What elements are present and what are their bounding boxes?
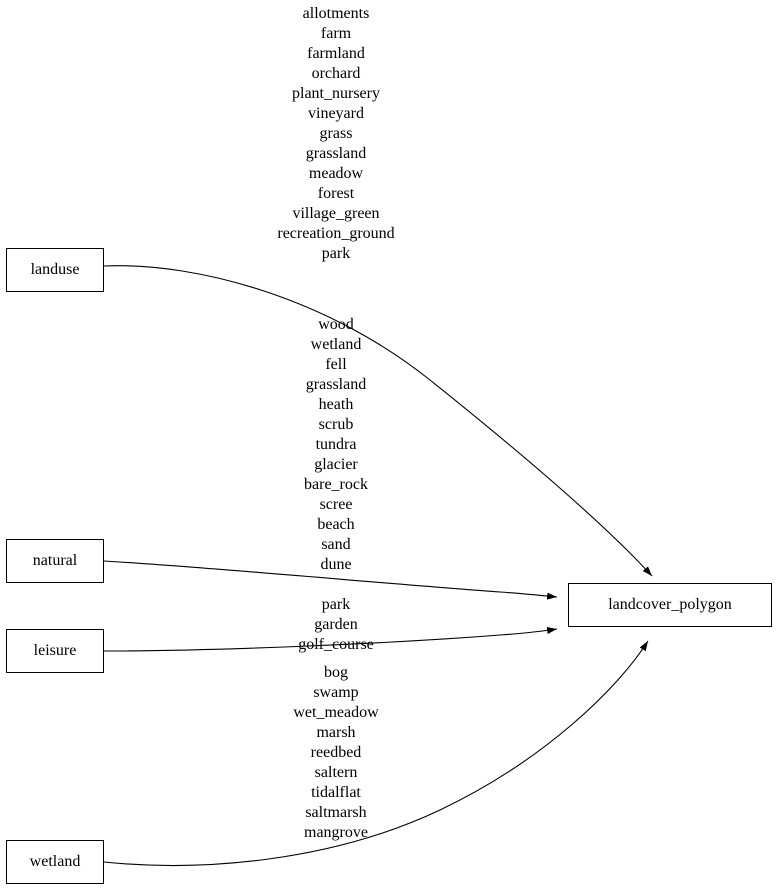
tag-value: farmland <box>307 45 365 62</box>
tag-value: sand <box>321 536 351 553</box>
edge-label-landuse: allotments farm farmland orchard plant_nurse… <box>277 4 394 264</box>
tag-value: orchard <box>311 65 361 82</box>
tag-value: village_green <box>292 205 380 222</box>
tag-value: fell <box>325 356 347 373</box>
node-leisure[interactable]: leisure <box>6 629 104 673</box>
tag-value: grass <box>319 125 353 142</box>
node-landcover-polygon[interactable]: landcover_polygon <box>568 583 772 627</box>
tag-value: swamp <box>313 684 359 701</box>
tag-value: wetland <box>310 336 362 353</box>
tag-value: wood <box>318 316 354 333</box>
tag-value: scree <box>319 496 353 513</box>
tag-value: recreation_ground <box>277 225 395 242</box>
tag-value: saltmarsh <box>305 804 367 821</box>
node-wetland-label: wetland <box>29 853 81 870</box>
tag-value: beach <box>317 516 355 533</box>
tag-value: grassland <box>305 376 367 393</box>
node-natural[interactable]: natural <box>6 539 104 583</box>
tag-value: saltern <box>314 764 358 781</box>
tag-value: forest <box>317 185 355 202</box>
tag-value: meadow <box>308 165 364 182</box>
tag-value: wet_meadow <box>293 704 379 721</box>
edge-landuse-to-landcover-polygon <box>103 265 653 577</box>
tag-value: garden <box>314 616 358 633</box>
tag-value: tundra <box>315 436 357 453</box>
tag-value: mangrove <box>304 824 368 841</box>
node-leisure-label: leisure <box>33 642 77 659</box>
tag-value: bare_rock <box>304 476 368 493</box>
tag-value: grassland <box>305 145 367 162</box>
edge-label-natural: wood wetland fell grassland heath scrub tundra… <box>304 315 368 575</box>
node-landuse[interactable]: landuse <box>6 248 104 292</box>
tag-value: park <box>321 596 351 613</box>
tag-value: allotments <box>302 5 370 22</box>
tag-value: reedbed <box>310 744 362 761</box>
node-natural-label: natural <box>32 552 78 569</box>
node-landcover-polygon-label: landcover_polygon <box>608 596 732 613</box>
tag-value: marsh <box>316 724 356 741</box>
tag-value: heath <box>318 396 354 413</box>
tag-value: tidalflat <box>311 784 361 801</box>
tag-value: farm <box>320 25 352 42</box>
tag-value: vineyard <box>308 105 364 122</box>
node-wetland[interactable]: wetland <box>6 840 104 884</box>
tag-value: scrub <box>318 416 354 433</box>
node-landuse-label: landuse <box>30 261 80 278</box>
tag-value: park <box>321 245 351 262</box>
edge-label-leisure: park garden golf_course <box>298 595 374 655</box>
tag-value: glacier <box>314 456 358 473</box>
tag-value: dune <box>320 556 352 573</box>
tag-value: bog <box>324 664 348 681</box>
tag-value: golf_course <box>298 636 374 653</box>
tag-value: plant_nursery <box>292 85 380 102</box>
